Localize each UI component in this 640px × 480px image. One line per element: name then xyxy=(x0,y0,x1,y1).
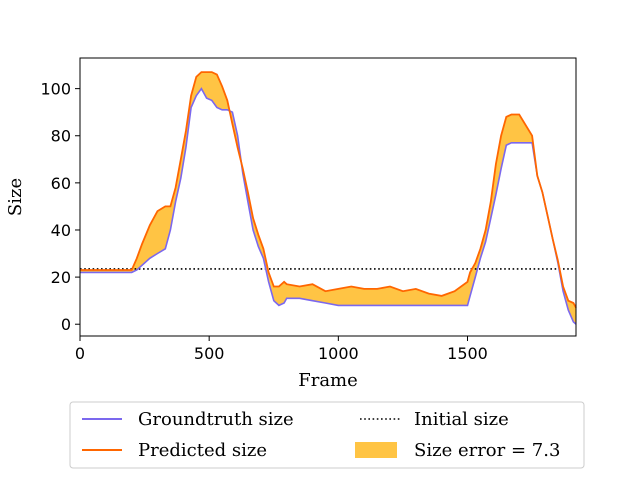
legend-initial-label: Initial size xyxy=(414,409,509,430)
y-axis: 0 20 40 60 80 100 xyxy=(40,80,80,334)
x-tick-label: 1500 xyxy=(447,344,488,363)
predicted-size-line xyxy=(80,71,577,309)
y-tick-label: 60 xyxy=(51,174,71,193)
legend-error-label: Size error = 7.3 xyxy=(414,440,560,461)
y-tick-label: 80 xyxy=(51,127,71,146)
x-axis-title: Frame xyxy=(298,370,358,391)
legend-predicted-label: Predicted size xyxy=(138,440,267,461)
groundtruth-size-line xyxy=(80,87,577,325)
legend-error-swatch xyxy=(355,442,397,458)
x-tick-label: 0 xyxy=(75,344,85,363)
y-tick-label: 40 xyxy=(51,221,71,240)
y-tick-label: 20 xyxy=(51,268,71,287)
x-tick-label: 500 xyxy=(194,344,225,363)
y-tick-label: 100 xyxy=(40,80,71,99)
legend: Groundtruth size Initial size Predicted … xyxy=(69,401,585,469)
size-error-area xyxy=(80,72,576,325)
y-tick-label: 0 xyxy=(61,315,71,334)
plot-frame xyxy=(79,57,577,337)
y-axis-title: Size xyxy=(5,178,26,216)
legend-groundtruth-label: Groundtruth size xyxy=(138,409,294,430)
plot-area xyxy=(79,57,577,337)
x-tick-label: 1000 xyxy=(318,344,359,363)
x-axis: 0 500 1000 1500 xyxy=(75,336,488,363)
legend-frame xyxy=(69,401,585,469)
